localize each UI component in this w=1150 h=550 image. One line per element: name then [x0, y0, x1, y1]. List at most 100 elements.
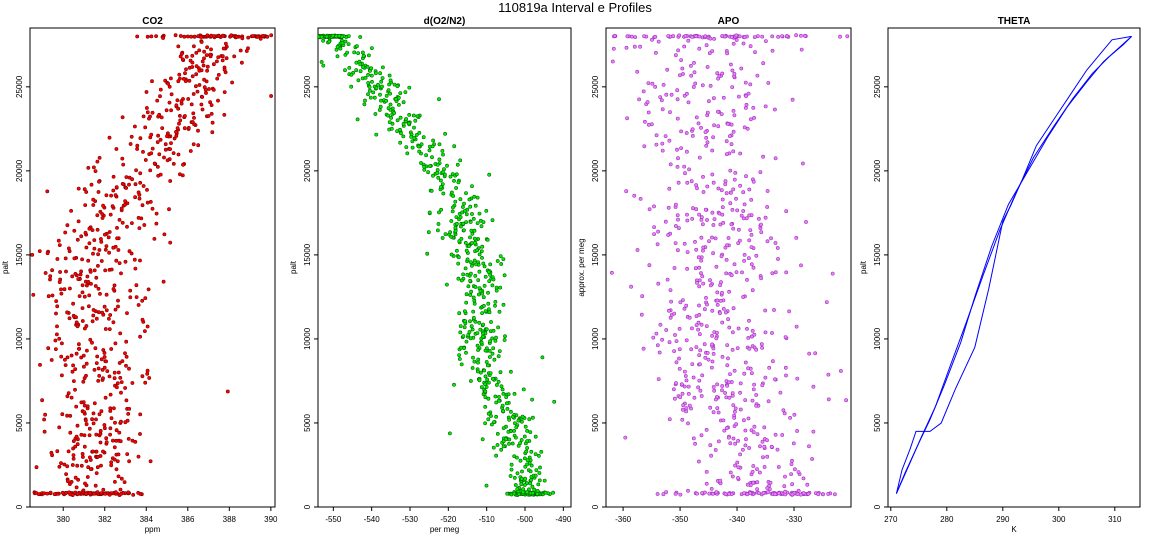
apo-data-point [635, 69, 640, 74]
o2n2-x-tick-label: -500 [517, 515, 534, 524]
o2n2-data-point [462, 346, 467, 351]
o2n2-data-point [358, 69, 363, 74]
apo-data-point [693, 266, 698, 271]
apo-data-point [742, 35, 747, 40]
co2-data-point [88, 458, 93, 462]
o2n2-data-point [475, 248, 480, 253]
apo-data-point [684, 409, 689, 414]
o2n2-data-point [453, 199, 458, 204]
o2n2-data-point [455, 162, 460, 167]
co2-data-point [79, 234, 84, 239]
apo-data-point [791, 441, 796, 446]
co2-data-point [48, 490, 53, 495]
co2-data-point [81, 488, 86, 493]
o2n2-data-point [479, 224, 484, 229]
o2n2-data-point [429, 188, 434, 193]
apo-data-point [679, 146, 684, 151]
co2-data-point [168, 147, 173, 152]
o2n2-data-point [373, 112, 378, 116]
co2-data-point [222, 113, 227, 117]
apo-data-point [794, 235, 799, 240]
apo-data-point [773, 432, 778, 437]
apo-data-point [738, 183, 743, 188]
apo-data-point [703, 490, 707, 495]
co2-data-point [74, 485, 79, 490]
co2-data-point [45, 251, 50, 256]
apo-data-point [683, 369, 687, 374]
co2-data-point [30, 252, 35, 257]
apo-data-point [769, 444, 774, 449]
apo-data-point [732, 113, 737, 118]
co2-data-point [124, 363, 128, 368]
co2-data-point [74, 404, 79, 409]
apo-data-point [721, 306, 726, 311]
apo-data-point [675, 97, 680, 102]
co2-data-point [108, 426, 113, 431]
o2n2-data-point [483, 274, 488, 279]
apo-data-point [772, 308, 776, 312]
o2n2-data-point [494, 288, 499, 293]
co2-data-point [87, 293, 92, 298]
apo-data-point [699, 258, 704, 263]
o2n2-data-point [426, 230, 431, 235]
co2-data-point [85, 274, 90, 279]
o2n2-x-tick-label: -510 [479, 515, 496, 524]
o2n2-data-point [483, 395, 488, 400]
apo-data-point [713, 448, 718, 452]
o2n2-data-point [500, 387, 505, 392]
o2n2-data-point [443, 131, 448, 136]
apo-data-point [761, 490, 766, 495]
apo-data-point [718, 311, 722, 316]
co2-data-point [77, 342, 81, 347]
o2n2-data-point [390, 121, 395, 126]
co2-data-point [222, 67, 227, 72]
o2n2-data-point [493, 303, 497, 308]
o2n2-data-point [448, 174, 453, 179]
o2n2-data-point [525, 428, 530, 433]
o2n2-data-point [468, 336, 473, 341]
co2-data-point [204, 91, 208, 95]
co2-data-point [127, 366, 131, 371]
apo-data-point [742, 258, 747, 263]
apo-data-point [685, 212, 689, 217]
apo-data-point [761, 61, 766, 66]
o2n2-data-point [515, 455, 519, 460]
o2n2-data-point [319, 34, 324, 39]
apo-data-point [674, 339, 679, 344]
apo-data-point [703, 307, 707, 312]
apo-data-point [773, 377, 777, 382]
o2n2-data-point [388, 78, 393, 83]
co2-data-point [64, 472, 69, 477]
apo-data-point [749, 262, 754, 267]
co2-data-point [99, 239, 104, 244]
apo-data-point [750, 328, 755, 333]
co2-data-point [162, 155, 166, 160]
o2n2-data-point [519, 476, 524, 481]
co2-data-point [175, 98, 180, 103]
co2-data-point [101, 487, 106, 492]
co2-data-point [88, 269, 93, 274]
apo-data-point [760, 345, 765, 350]
co2-data-point [191, 92, 196, 96]
apo-data-point [685, 180, 690, 185]
co2-data-point [89, 182, 94, 187]
o2n2-data-point [468, 278, 473, 283]
o2n2-data-point [515, 487, 520, 491]
apo-data-point [728, 470, 733, 475]
o2n2-data-point [380, 65, 385, 70]
o2n2-data-point [412, 125, 416, 130]
co2-data-point [90, 228, 95, 233]
apo-data-point [734, 196, 738, 201]
o2n2-data-point [366, 73, 371, 77]
o2n2-data-point [476, 357, 481, 362]
o2n2-data-point [514, 435, 518, 440]
co2-data-point [145, 187, 149, 192]
apo-data-point [731, 149, 736, 154]
apo-data-point [677, 326, 682, 331]
co2-data-point [124, 175, 129, 180]
o2n2-data-point [472, 240, 477, 245]
co2-data-point [64, 269, 68, 274]
co2-data-point [104, 359, 109, 364]
apo-data-point [693, 239, 697, 244]
co2-data-point [98, 209, 103, 214]
